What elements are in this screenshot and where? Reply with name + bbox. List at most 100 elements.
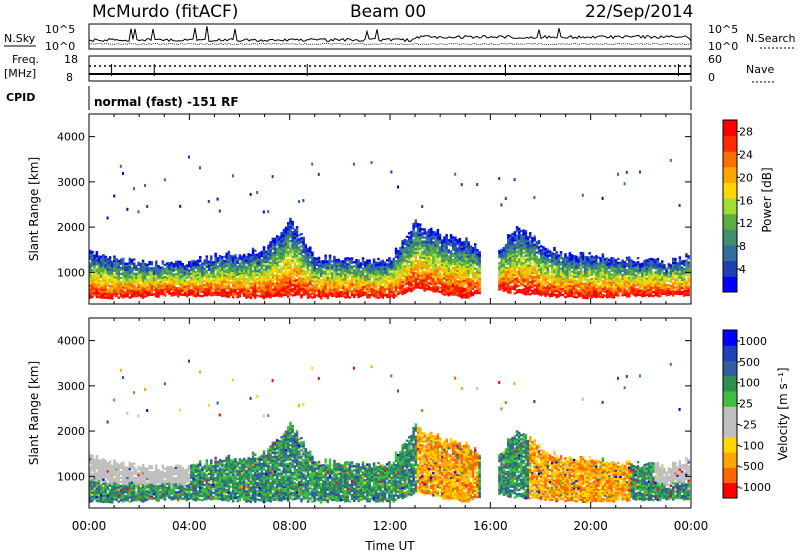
power-cell — [432, 284, 435, 287]
power-cell — [155, 274, 158, 278]
power-cell — [251, 247, 255, 250]
power-cell — [606, 261, 609, 264]
power-cell — [397, 274, 400, 277]
power-cell — [394, 253, 398, 256]
power-cell — [309, 264, 312, 268]
power-cell — [518, 250, 521, 253]
power-cell — [388, 269, 391, 272]
power-cell — [599, 293, 602, 297]
power-cell — [247, 285, 250, 288]
power-cell — [399, 254, 402, 258]
power-cell — [427, 259, 431, 262]
power-cell — [273, 257, 277, 261]
power-cell — [300, 257, 303, 260]
power-cell — [221, 282, 224, 285]
power-cell — [502, 255, 506, 258]
power-cell — [474, 245, 477, 248]
power-cell — [282, 281, 286, 284]
power-cell — [416, 267, 420, 271]
power-cell — [348, 269, 352, 273]
power-cell — [135, 295, 138, 298]
power-cell — [579, 268, 583, 271]
power-cell — [557, 293, 561, 296]
power-cell — [163, 288, 167, 291]
power-cell — [509, 258, 512, 262]
power-cell — [183, 281, 187, 284]
power-cell — [337, 281, 341, 284]
power-cell — [135, 276, 138, 280]
power-cell — [537, 240, 541, 243]
power-cell — [414, 239, 418, 242]
power-cell — [522, 282, 525, 285]
power-cell — [386, 277, 389, 280]
power-cell — [379, 272, 382, 276]
power-cell — [377, 282, 380, 285]
power-cell — [445, 248, 448, 251]
power-cell — [260, 295, 264, 298]
power-cell — [152, 268, 156, 271]
power-cell — [218, 283, 222, 286]
power-cell — [577, 281, 580, 284]
power-cell — [320, 262, 323, 265]
power-cell — [445, 274, 448, 278]
power-cell — [333, 276, 336, 279]
power-cell — [540, 245, 543, 248]
power-cell — [537, 274, 541, 277]
power-cell — [548, 276, 552, 280]
power-cell — [273, 266, 277, 269]
power-cell — [555, 265, 558, 268]
power-cell — [581, 286, 585, 289]
power-cell — [267, 291, 270, 294]
power-cell — [390, 280, 393, 283]
power-cell — [542, 256, 545, 259]
power-cell — [584, 296, 587, 299]
power-cell — [159, 290, 162, 294]
power-cell — [408, 244, 411, 247]
power-cell — [520, 266, 523, 269]
power-cell — [218, 269, 222, 272]
power-cell — [306, 249, 310, 252]
power-cell — [410, 285, 413, 289]
power-cell — [465, 267, 468, 271]
power-cell — [216, 261, 220, 264]
power-cell — [313, 261, 316, 264]
power-cell — [331, 264, 334, 267]
power-cell — [199, 266, 202, 269]
power-cell — [518, 244, 521, 247]
power-cell — [130, 267, 134, 270]
power-cell — [456, 251, 459, 254]
power-cell — [460, 247, 464, 250]
power-cell — [280, 268, 283, 271]
power-cell — [170, 263, 173, 267]
power-cell — [394, 278, 398, 281]
power-cell — [507, 272, 510, 276]
power-cell — [146, 205, 149, 208]
power-cell — [364, 283, 367, 286]
power-cell — [449, 234, 453, 237]
power-cell — [559, 279, 563, 282]
power-cell — [610, 277, 613, 280]
power-cell — [515, 275, 519, 278]
power-cell — [588, 258, 591, 261]
power-cell — [368, 271, 371, 274]
power-cell — [555, 275, 558, 278]
power-cell — [612, 296, 616, 299]
power-cell — [386, 283, 389, 286]
power-cell — [518, 274, 521, 277]
power-cell — [333, 292, 336, 295]
power-cell — [214, 254, 217, 257]
power-cell — [320, 268, 323, 271]
power-cell — [456, 239, 459, 242]
power-cell — [269, 243, 272, 246]
power-cell — [309, 268, 312, 272]
power-cell — [610, 259, 613, 262]
power-cell — [205, 292, 209, 295]
power-cell — [133, 284, 136, 288]
power-cell — [425, 235, 429, 238]
power-cell — [425, 282, 429, 285]
power-cell — [368, 277, 371, 280]
power-cell — [339, 290, 343, 294]
power-cell — [311, 276, 314, 279]
power-cell — [405, 260, 409, 263]
power-cell — [251, 276, 255, 279]
